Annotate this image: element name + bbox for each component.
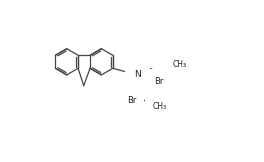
Text: CH₃: CH₃ xyxy=(173,60,187,69)
Text: Br: Br xyxy=(154,77,164,86)
Text: CH₃: CH₃ xyxy=(153,102,167,111)
Text: N: N xyxy=(134,70,141,79)
Text: Br: Br xyxy=(127,96,136,105)
